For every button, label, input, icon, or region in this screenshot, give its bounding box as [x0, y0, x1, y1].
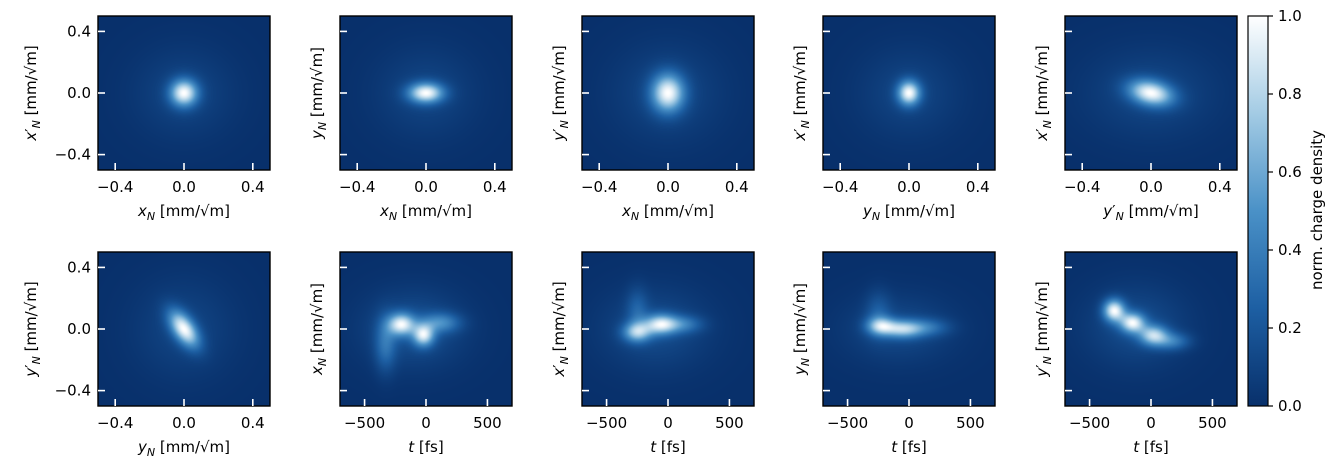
heatmap-image [582, 16, 754, 170]
x-tick-label: −500 [827, 414, 868, 432]
heatmap-image [823, 16, 995, 170]
heatmap-image [340, 16, 512, 170]
heatmap-image [1065, 16, 1237, 170]
x-tick-label: −0.4 [581, 178, 617, 196]
x-axis-label: xN [mm/√m] [379, 202, 472, 223]
x-tick-label: 0.0 [897, 178, 921, 196]
heatmap-panel: −500 0 500 t [fs] yN [mm/√m] [791, 251, 996, 456]
x-tick-label: 500 [956, 414, 985, 432]
heatmap-panel: −500 0 500 t [fs] y′N [mm/√m] [1033, 251, 1238, 456]
x-tick-label: 0 [904, 414, 914, 432]
heatmap-panel: −500 0 500 t [fs] x′N [mm/√m] [550, 251, 755, 456]
y-tick-label: 0.0 [67, 84, 91, 102]
x-tick-label: 0.4 [483, 178, 507, 196]
x-tick-label: 0.4 [241, 178, 265, 196]
colorbar-tick-label: 0.0 [1278, 397, 1302, 415]
x-tick-label: −500 [344, 414, 385, 432]
x-axis-label: yN [mm/√m] [862, 202, 955, 223]
y-axis-label: x′N [mm/√m] [22, 45, 43, 141]
y-axis-label: x′N [mm/√m] [550, 281, 571, 377]
x-axis-label: y′N [mm/√m] [1102, 202, 1198, 223]
x-tick-label: 0.0 [172, 414, 196, 432]
x-axis-label: xN [mm/√m] [621, 202, 714, 223]
x-tick-label: −0.4 [1064, 178, 1100, 196]
x-tick-label: −0.4 [339, 178, 375, 196]
y-tick-label: 0.4 [67, 258, 91, 276]
x-tick-label: −0.4 [97, 178, 133, 196]
x-tick-label: −500 [586, 414, 627, 432]
x-axis-label: yN [mm/√m] [137, 438, 230, 459]
heatmap-panel: −0.4 0.0 0.4 yN [mm/√m] x′N [mm/√m] [791, 15, 996, 223]
x-tick-label: 0.0 [414, 178, 438, 196]
heatmap-image [340, 252, 512, 406]
colorbar-tick-label: 0.2 [1278, 319, 1302, 337]
y-axis-label: y′N [mm/√m] [22, 281, 43, 377]
x-tick-label: 0.0 [172, 178, 196, 196]
x-tick-label: −0.4 [97, 414, 133, 432]
heatmap-panel: −0.4 0.0 0.4 −0.4 0.0 0.4 xN [mm/√m] x′N [mm/√m… [22, 15, 271, 223]
x-tick-label: 0 [421, 414, 431, 432]
x-tick-label: 0 [1146, 414, 1156, 432]
x-tick-label: 0.4 [241, 414, 265, 432]
heatmap-image [582, 252, 754, 406]
heatmap-panel: −500 0 500 t [fs] xN [mm/√m] [308, 251, 513, 456]
heatmap-panel: −0.4 0.0 0.4 −0.4 0.0 0.4 yN [mm/√m] y′N [mm/√m… [22, 251, 271, 459]
heatmap-panel: −0.4 0.0 0.4 y′N [mm/√m] x′N [mm/√m] [1033, 15, 1238, 223]
y-tick-label: −0.4 [55, 382, 91, 400]
x-tick-label: 0.0 [1139, 178, 1163, 196]
x-axis-label: t [fs] [891, 438, 926, 456]
x-tick-label: 0 [663, 414, 673, 432]
x-tick-label: 0.4 [1208, 178, 1232, 196]
x-tick-label: −500 [1069, 414, 1110, 432]
x-tick-label: 500 [715, 414, 744, 432]
x-axis-label: t [fs] [1133, 438, 1168, 456]
colorbar-tick-label: 0.6 [1278, 163, 1302, 181]
colorbar-tick-label: 1.0 [1278, 7, 1302, 25]
colorbar: norm. charge density 0.0 0.2 0.4 0.6 0.8 1.0 [1247, 7, 1326, 415]
y-axis-label: xN [mm/√m] [308, 283, 329, 376]
y-axis-label: x′N [mm/√m] [1033, 45, 1054, 141]
colorbar-tick-label: 0.8 [1278, 85, 1302, 103]
y-axis-label: yN [mm/√m] [791, 283, 812, 376]
x-tick-label: 500 [473, 414, 502, 432]
heatmap-panels: −0.4 0.0 0.4 −0.4 0.0 0.4 xN [mm/√m] x′N [mm/√m… [22, 15, 1238, 459]
heatmap-panel: −0.4 0.0 0.4 xN [mm/√m] yN [mm/√m] [308, 15, 513, 223]
heatmap-image [98, 16, 270, 170]
x-tick-label: 0.4 [966, 178, 990, 196]
y-axis-label: y′N [mm/√m] [550, 45, 571, 141]
colorbar-gradient [1247, 15, 1269, 407]
x-tick-label: 500 [1198, 414, 1227, 432]
y-axis-label: y′N [mm/√m] [1033, 281, 1054, 377]
x-axis-label: t [fs] [408, 438, 443, 456]
heatmap-image [1065, 252, 1237, 406]
heatmap-panel: −0.4 0.0 0.4 xN [mm/√m] y′N [mm/√m] [550, 15, 755, 223]
x-tick-label: 0.0 [656, 178, 680, 196]
heatmap-image [823, 252, 995, 406]
y-axis-label: yN [mm/√m] [308, 47, 329, 140]
x-axis-label: t [fs] [650, 438, 685, 456]
y-axis-label: x′N [mm/√m] [791, 45, 812, 141]
heatmap-image [98, 252, 270, 406]
y-tick-label: −0.4 [55, 146, 91, 164]
x-axis-label: xN [mm/√m] [137, 202, 230, 223]
x-tick-label: 0.4 [725, 178, 749, 196]
colorbar-label: norm. charge density [1308, 130, 1326, 290]
y-tick-label: 0.0 [67, 320, 91, 338]
x-tick-label: −0.4 [822, 178, 858, 196]
y-tick-label: 0.4 [67, 22, 91, 40]
colorbar-tick-label: 0.4 [1278, 241, 1302, 259]
